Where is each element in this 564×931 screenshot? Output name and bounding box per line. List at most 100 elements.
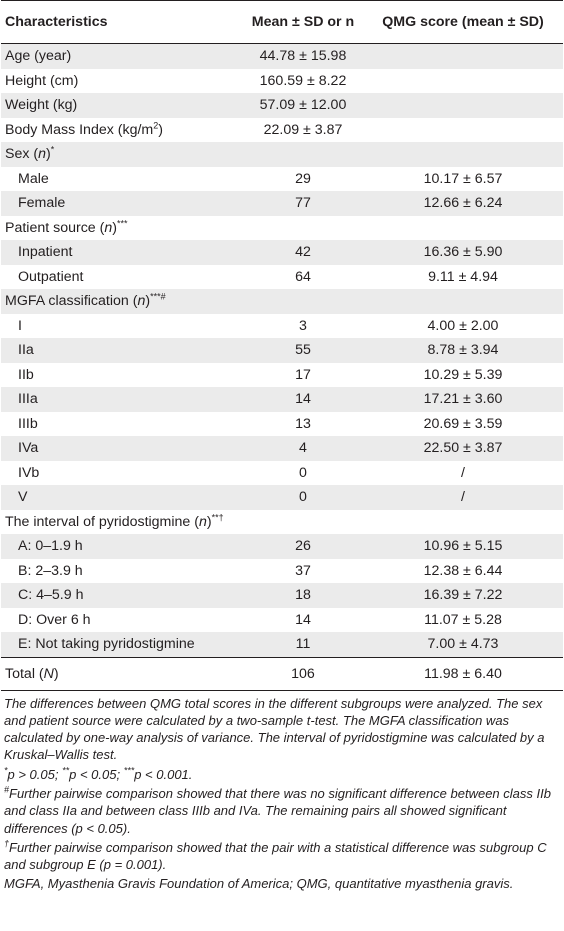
sig-2-marker: ** bbox=[62, 765, 70, 776]
row-mean-or-n: 37 bbox=[295, 562, 311, 579]
row-qmg-score: 8.78 ± 3.94 bbox=[363, 338, 563, 363]
row-label-superscript: 2 bbox=[153, 120, 159, 131]
row-mean-or-n bbox=[243, 510, 363, 535]
row-label-text: The interval of pyridostigmine ( bbox=[5, 513, 199, 530]
row-qmg-score: / bbox=[363, 485, 563, 510]
row-mean-or-n bbox=[243, 289, 363, 314]
row-label-text: Weight (kg) bbox=[5, 97, 78, 114]
row-label: The interval of pyridostigmine (n)**† bbox=[1, 510, 243, 535]
table-row: Weight (kg) 57.09 ± 12.00 bbox=[1, 93, 563, 118]
row-label: C: 4–5.9 h bbox=[1, 583, 243, 608]
table-row: Male 29 10.17 ± 6.57 bbox=[1, 167, 563, 192]
footnote-dagger: †Further pairwise comparison showed that… bbox=[4, 839, 556, 874]
row-qmg-score: 10.29 ± 5.39 bbox=[423, 366, 503, 383]
row-label-text: B: 2–3.9 h bbox=[18, 562, 83, 579]
row-qmg-score bbox=[363, 510, 563, 535]
table-row: Body Mass Index (kg/m2) 22.09 ± 3.87 bbox=[1, 118, 563, 143]
row-label-text: Outpatient bbox=[18, 268, 84, 285]
sig-1-marker: * bbox=[4, 765, 8, 776]
table-total-row: Total (N) 106 11.98 ± 6.40 bbox=[1, 656, 563, 691]
row-qmg-score: 4.00 ± 2.00 bbox=[427, 317, 499, 334]
footnote-main: The differences between QMG total scores… bbox=[4, 695, 545, 763]
row-label-text: IVb bbox=[18, 464, 40, 481]
row-mean-or-n: 160.59 ± 8.22 bbox=[259, 72, 347, 89]
row-mean-or-n: 0 bbox=[299, 464, 307, 481]
sig-3-marker: *** bbox=[123, 765, 135, 776]
table-row: Height (cm) 160.59 ± 8.22 bbox=[1, 69, 563, 94]
row-label-text: Male bbox=[18, 170, 49, 187]
table-row: Female 77 12.66 ± 6.24 bbox=[1, 191, 563, 216]
total-n: 106 bbox=[243, 656, 363, 691]
row-label-suffix: ) bbox=[112, 219, 117, 236]
row-mean-or-n: 14 bbox=[243, 387, 363, 412]
row-label: E: Not taking pyridostigmine bbox=[1, 632, 243, 657]
table-row: B: 2–3.9 h 37 12.38 ± 6.44 bbox=[1, 559, 563, 584]
row-label-italic: N bbox=[43, 665, 54, 682]
row-mean-or-n: 42 bbox=[243, 240, 363, 265]
table-row: C: 4–5.9 h 18 16.39 ± 7.22 bbox=[1, 583, 563, 608]
hash-marker: # bbox=[4, 784, 10, 795]
table-row: Inpatient 42 16.36 ± 5.90 bbox=[1, 240, 563, 265]
row-qmg-score bbox=[363, 142, 563, 167]
row-mean-or-n: 13 bbox=[295, 415, 311, 432]
row-label-text: IIa bbox=[18, 342, 34, 359]
table-row: IVa 4 22.50 ± 3.87 bbox=[1, 436, 563, 461]
row-label-text: E: Not taking pyridostigmine bbox=[18, 636, 195, 653]
row-label-text: Female bbox=[18, 195, 66, 212]
row-qmg-score: 12.66 ± 6.24 bbox=[363, 191, 563, 216]
row-mean-or-n: 29 bbox=[295, 170, 311, 187]
table-row: E: Not taking pyridostigmine 11 7.00 ± 4.7… bbox=[1, 632, 563, 657]
row-label: Male bbox=[1, 167, 243, 192]
row-mean-or-n bbox=[243, 216, 363, 241]
row-mean-or-n: 11 bbox=[243, 632, 363, 657]
table-row: Sex (n)* bbox=[1, 142, 563, 167]
row-mean-or-n: 64 bbox=[295, 268, 311, 285]
table-row: IVb 0 / bbox=[1, 461, 563, 486]
row-label-superscript: * bbox=[50, 144, 55, 155]
row-qmg-score bbox=[363, 216, 563, 241]
row-mean-or-n: 22.09 ± 3.87 bbox=[263, 121, 343, 138]
row-label: IIa bbox=[1, 338, 243, 363]
row-label-text: D: Over 6 h bbox=[18, 611, 91, 628]
row-label: V bbox=[1, 485, 243, 510]
table-row: IIb 17 10.29 ± 5.39 bbox=[1, 363, 563, 388]
row-label: IVb bbox=[1, 461, 243, 486]
table-row: Patient source (n)*** bbox=[1, 216, 563, 241]
characteristics-table: Characteristics Mean ± SD or n QMG score… bbox=[1, 0, 563, 691]
row-label-text: Patient source ( bbox=[5, 219, 105, 236]
total-qmg-score: 11.98 ± 6.40 bbox=[363, 656, 563, 691]
row-label: Sex (n)* bbox=[1, 142, 243, 167]
row-label-suffix: ) bbox=[145, 293, 151, 310]
table-row: IIIa 14 17.21 ± 3.60 bbox=[1, 387, 563, 412]
row-label: Inpatient bbox=[1, 240, 243, 265]
row-mean-or-n: 17 bbox=[295, 366, 311, 383]
row-label: Body Mass Index (kg/m2) bbox=[1, 118, 243, 143]
row-label: IIIa bbox=[1, 387, 243, 412]
row-mean-or-n: 55 bbox=[243, 338, 363, 363]
header-mean-sd: Mean ± SD or n bbox=[243, 0, 363, 44]
row-label-italic: n bbox=[38, 146, 47, 163]
dagger-text: Further pairwise comparison showed that … bbox=[4, 839, 547, 873]
table-row: MGFA classification (n)***# bbox=[1, 289, 563, 314]
row-label-text: IIIa bbox=[18, 391, 38, 408]
dagger-marker: † bbox=[4, 838, 10, 849]
row-label-text: V bbox=[18, 489, 28, 506]
row-mean-or-n: 0 bbox=[243, 485, 363, 510]
row-label-text: MGFA classification ( bbox=[5, 293, 138, 310]
row-label-text: Inpatient bbox=[18, 244, 73, 261]
row-label-suffix: ) bbox=[158, 121, 163, 138]
row-mean-or-n: 14 bbox=[295, 611, 311, 628]
row-qmg-score: 12.38 ± 6.44 bbox=[423, 562, 503, 579]
row-label-text: I bbox=[18, 317, 22, 334]
row-qmg-score: 7.00 ± 4.73 bbox=[363, 632, 563, 657]
row-label-superscript: **† bbox=[211, 512, 224, 523]
header-characteristics: Characteristics bbox=[1, 0, 243, 44]
row-label-text: C: 4–5.9 h bbox=[18, 587, 84, 604]
sig-3-text: p < 0.001. bbox=[134, 766, 193, 782]
row-label: Outpatient bbox=[1, 265, 243, 290]
row-qmg-score: 16.36 ± 5.90 bbox=[363, 240, 563, 265]
row-qmg-score: 16.39 ± 7.22 bbox=[363, 583, 563, 608]
row-qmg-score: 11.07 ± 5.28 bbox=[424, 611, 502, 628]
row-qmg-score: 17.21 ± 3.60 bbox=[363, 387, 563, 412]
row-label-italic: n bbox=[104, 219, 113, 236]
